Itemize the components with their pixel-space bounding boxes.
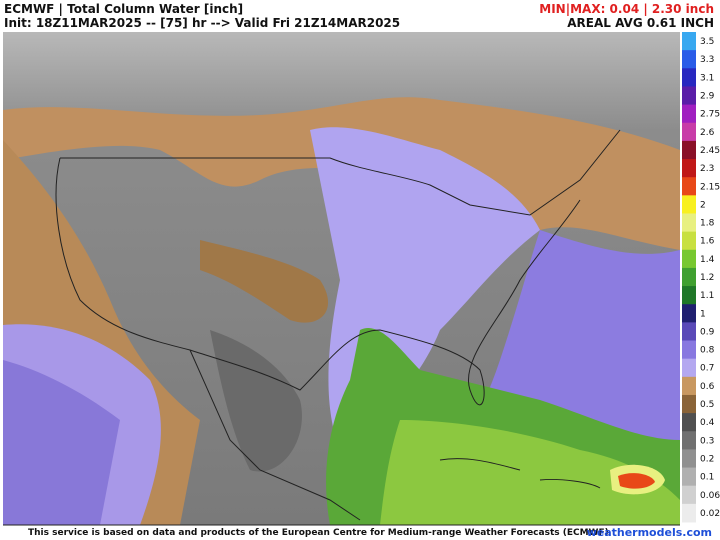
colorbar-swatch bbox=[682, 449, 696, 469]
colorbar-swatch bbox=[682, 68, 696, 87]
colorbar-label: 0.1 bbox=[700, 473, 714, 483]
colorbar-swatch bbox=[682, 159, 696, 178]
colorbar-swatch bbox=[682, 32, 696, 51]
colorbar-label: 1.8 bbox=[700, 219, 715, 229]
colorbar-label: 1.6 bbox=[700, 237, 715, 247]
colorbar-swatch bbox=[682, 322, 696, 342]
colorbar-swatch bbox=[682, 195, 696, 214]
colorbar-swatch bbox=[682, 267, 696, 287]
map-field bbox=[3, 32, 680, 526]
colorbar-label: 2.45 bbox=[700, 146, 720, 156]
colorbar-label: 0.9 bbox=[700, 327, 715, 337]
colorbar-label: 1.2 bbox=[700, 273, 714, 283]
colorbar-label: 2.15 bbox=[700, 182, 720, 192]
colorbar-label: 0.5 bbox=[700, 400, 714, 410]
colorbar-label: 3.1 bbox=[700, 73, 714, 83]
min-max: MIN|MAX: 0.04 | 2.30 inch bbox=[539, 2, 714, 16]
colorbar-swatch bbox=[682, 104, 696, 124]
colorbar-swatch bbox=[682, 249, 696, 269]
colorbar-label: 2 bbox=[700, 200, 706, 210]
colorbar-swatch bbox=[682, 340, 696, 360]
colorbar-label: 2.6 bbox=[700, 128, 715, 138]
colorbar-swatch bbox=[682, 50, 696, 69]
colorbar-label: 1.1 bbox=[700, 291, 714, 301]
colorbar-swatch bbox=[682, 286, 696, 305]
colorbar-swatch bbox=[682, 358, 696, 378]
colorbar-label: 0.7 bbox=[700, 364, 714, 374]
colorbar-label: 0.02 bbox=[700, 509, 720, 519]
colorbar-label: 0.06 bbox=[700, 491, 720, 501]
colorbar-label: 3.3 bbox=[700, 55, 714, 65]
colorbar-label: 3.5 bbox=[700, 37, 714, 47]
colorbar-swatch bbox=[682, 213, 696, 233]
colorbar-swatch bbox=[682, 122, 696, 142]
colorbar-label: 0.8 bbox=[700, 346, 715, 356]
colorbar-swatch bbox=[682, 394, 696, 414]
colorbar-label: 0.6 bbox=[700, 382, 715, 392]
colorbar-swatch bbox=[682, 231, 696, 251]
colorbar-label: 0.2 bbox=[700, 454, 714, 464]
colorbar-label: 2.3 bbox=[700, 164, 714, 174]
colorbar-swatch bbox=[682, 304, 696, 323]
colorbar-swatch bbox=[682, 177, 696, 196]
colorbar-label: 0.4 bbox=[700, 418, 715, 428]
colorbar-swatch bbox=[682, 140, 696, 160]
areal-avg: AREAL AVG 0.61 INCH bbox=[567, 16, 714, 30]
colorbar-swatch bbox=[682, 86, 696, 106]
colorbar-swatch bbox=[682, 467, 696, 487]
title: ECMWF | Total Column Water [inch] bbox=[4, 2, 244, 16]
colorbar-label: 1.4 bbox=[700, 255, 715, 265]
colorbar-swatch bbox=[682, 503, 696, 523]
colorbar-swatch bbox=[682, 413, 696, 432]
colorbar-label: 0.3 bbox=[700, 436, 714, 446]
colorbar-label: 2.75 bbox=[700, 110, 720, 120]
colorbar-label: 1 bbox=[700, 309, 706, 319]
borders bbox=[55, 129, 621, 521]
init-line: Init: 18Z11MAR2025 -- [75] hr --> Valid … bbox=[4, 16, 401, 30]
colorbar-swatch bbox=[682, 376, 696, 396]
colorbar-label: 2.9 bbox=[700, 92, 715, 102]
colorbar-swatch bbox=[682, 431, 696, 450]
colorbar-swatch bbox=[682, 485, 696, 505]
site[interactable]: weathermodels.com bbox=[586, 526, 712, 539]
credit: This service is based on data and produc… bbox=[28, 528, 609, 538]
